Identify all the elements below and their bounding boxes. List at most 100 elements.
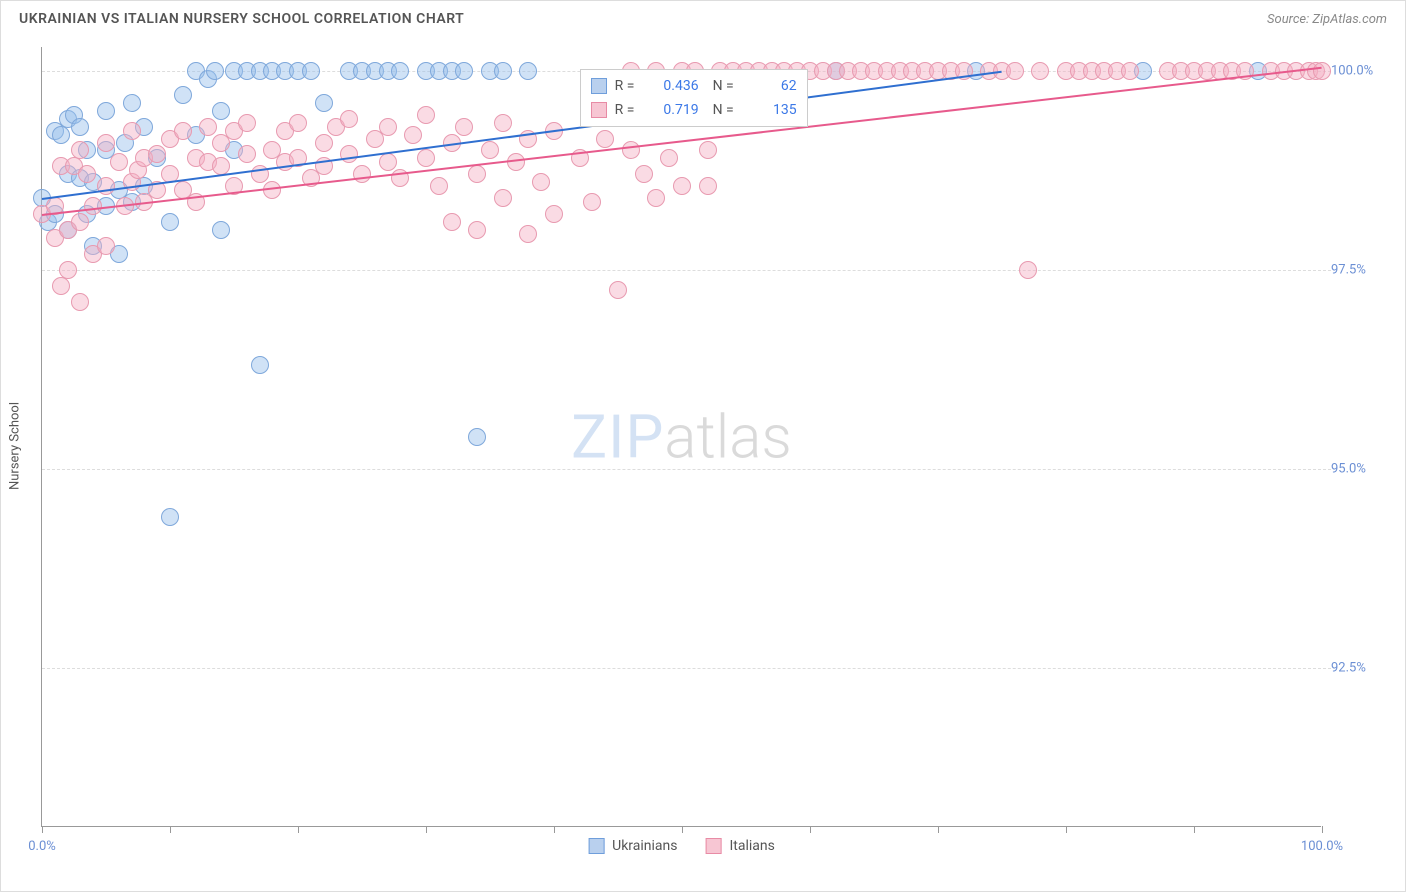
scatter-point — [123, 122, 141, 140]
legend-swatch — [705, 838, 721, 854]
scatter-point — [468, 165, 486, 183]
x-tick — [1322, 826, 1323, 833]
scatter-point — [647, 189, 665, 207]
watermark-zip: ZIP — [571, 401, 664, 472]
scatter-point — [379, 118, 397, 136]
scatter-point — [583, 193, 601, 211]
scatter-point — [251, 356, 269, 374]
scatter-point — [596, 130, 614, 148]
x-tick-label: 100.0% — [1301, 839, 1343, 854]
scatter-point — [430, 177, 448, 195]
x-tick — [938, 826, 939, 833]
gridline-h — [42, 270, 1331, 271]
scatter-point — [519, 225, 537, 243]
legend-n-label: N = — [713, 78, 741, 94]
scatter-point — [97, 134, 115, 152]
scatter-point — [379, 153, 397, 171]
legend-series-label: Ukrainians — [612, 838, 677, 854]
scatter-point — [199, 118, 217, 136]
scatter-point — [161, 508, 179, 526]
scatter-point — [1019, 261, 1037, 279]
scatter-point — [1031, 62, 1049, 80]
scatter-point — [494, 189, 512, 207]
scatter-point — [263, 181, 281, 199]
scatter-point — [417, 106, 435, 124]
y-tick-label: 92.5% — [1331, 660, 1391, 675]
x-tick — [1066, 826, 1067, 833]
scatter-point — [1313, 62, 1331, 80]
scatter-point — [340, 145, 358, 163]
scatter-point — [238, 114, 256, 132]
scatter-point — [289, 114, 307, 132]
legend-series-item: Italians — [705, 838, 774, 854]
legend-r-label: R = — [615, 78, 643, 94]
scatter-point — [97, 102, 115, 120]
scatter-point — [494, 62, 512, 80]
gridline-h — [42, 668, 1331, 669]
scatter-point — [148, 145, 166, 163]
legend-n-value: 62 — [749, 78, 797, 94]
scatter-point — [110, 153, 128, 171]
scatter-point — [545, 205, 563, 223]
x-tick — [1194, 826, 1195, 833]
legend-series-label: Italians — [729, 838, 774, 854]
scatter-point — [455, 118, 473, 136]
scatter-point — [660, 149, 678, 167]
scatter-point — [1006, 62, 1024, 80]
scatter-point — [212, 221, 230, 239]
scatter-point — [443, 213, 461, 231]
scatter-point — [468, 221, 486, 239]
scatter-point — [468, 428, 486, 446]
scatter-point — [519, 62, 537, 80]
scatter-point — [71, 118, 89, 136]
x-tick — [42, 826, 43, 833]
scatter-point — [315, 134, 333, 152]
scatter-point — [206, 62, 224, 80]
scatter-point — [635, 165, 653, 183]
scatter-point — [238, 145, 256, 163]
legend-r-value: 0.719 — [651, 102, 699, 118]
title-bar: UKRAINIAN VS ITALIAN NURSERY SCHOOL CORR… — [1, 1, 1405, 35]
scatter-point — [699, 177, 717, 195]
scatter-point — [97, 237, 115, 255]
x-tick — [170, 826, 171, 833]
scatter-point — [123, 94, 141, 112]
scatter-point — [161, 213, 179, 231]
legend-stats-row: R =0.436N =62 — [591, 74, 797, 98]
scatter-point — [97, 177, 115, 195]
chart-title: UKRAINIAN VS ITALIAN NURSERY SCHOOL CORR… — [19, 11, 464, 27]
legend-stats: R =0.436N =62R =0.719N =135 — [580, 69, 808, 127]
scatter-point — [52, 126, 70, 144]
legend-r-label: R = — [615, 102, 643, 118]
scatter-point — [673, 177, 691, 195]
legend-stats-row: R =0.719N =135 — [591, 98, 797, 122]
scatter-point — [353, 165, 371, 183]
legend-swatch — [591, 102, 607, 118]
scatter-point — [71, 213, 89, 231]
scatter-point — [455, 62, 473, 80]
scatter-point — [507, 153, 525, 171]
scatter-point — [391, 62, 409, 80]
scatter-point — [71, 141, 89, 159]
scatter-point — [52, 277, 70, 295]
y-tick-label: 100.0% — [1331, 63, 1391, 78]
scatter-point — [417, 149, 435, 167]
scatter-point — [71, 293, 89, 311]
scatter-point — [84, 197, 102, 215]
scatter-point — [302, 62, 320, 80]
legend-series-item: Ukrainians — [588, 838, 677, 854]
x-tick — [810, 826, 811, 833]
x-tick — [298, 826, 299, 833]
y-axis-label: Nursery School — [8, 402, 23, 490]
scatter-point — [699, 141, 717, 159]
scatter-point — [1121, 62, 1139, 80]
x-tick — [426, 826, 427, 833]
scatter-point — [174, 122, 192, 140]
scatter-point — [404, 126, 422, 144]
source-attribution: Source: ZipAtlas.com — [1267, 12, 1387, 27]
legend-swatch — [588, 838, 604, 854]
x-tick-label: 0.0% — [28, 839, 56, 854]
scatter-point — [174, 86, 192, 104]
y-tick-label: 95.0% — [1331, 461, 1391, 476]
legend-n-value: 135 — [749, 102, 797, 118]
